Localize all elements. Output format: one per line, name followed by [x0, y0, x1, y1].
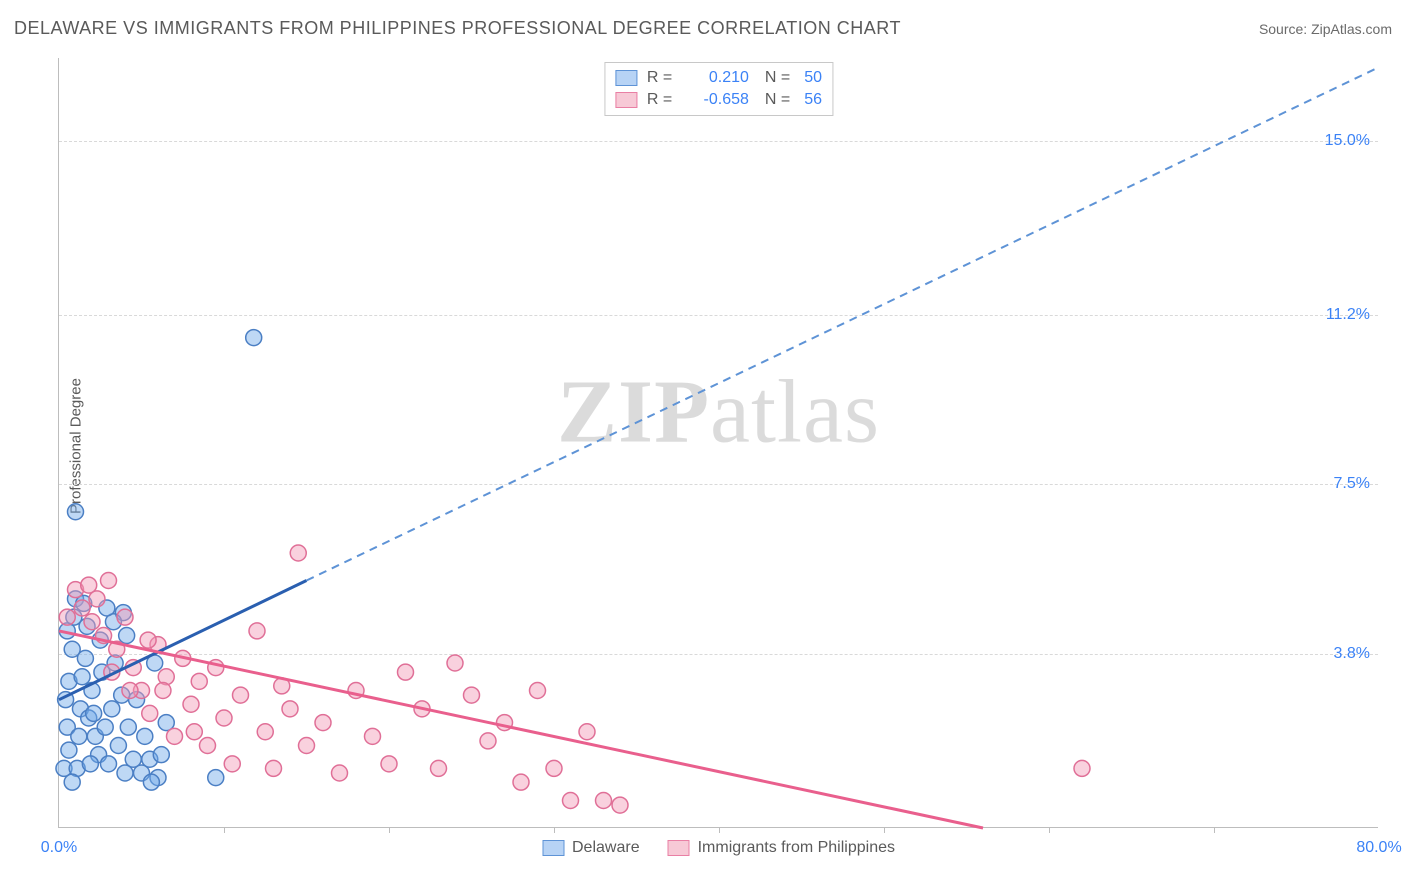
data-point — [101, 756, 117, 772]
data-point — [119, 628, 135, 644]
data-point — [153, 747, 169, 763]
data-point — [110, 738, 126, 754]
data-point — [315, 715, 331, 731]
data-point — [183, 696, 199, 712]
data-point — [332, 765, 348, 781]
data-point — [186, 724, 202, 740]
data-point — [431, 760, 447, 776]
data-point — [579, 724, 595, 740]
legend-n-label: N = — [765, 69, 790, 87]
data-point — [77, 650, 93, 666]
legend-n-value: 50 — [804, 69, 822, 87]
data-point — [530, 683, 546, 699]
data-point — [74, 669, 90, 685]
data-point — [64, 774, 80, 790]
x-tick-mark — [884, 827, 885, 833]
data-point — [513, 774, 529, 790]
data-point — [84, 614, 100, 630]
legend-r-value: 0.210 — [689, 69, 749, 87]
data-point — [120, 719, 136, 735]
data-point — [1074, 760, 1090, 776]
data-point — [142, 705, 158, 721]
x-tick-label: 0.0% — [41, 839, 77, 857]
legend-item: Delaware — [542, 839, 640, 857]
x-tick-mark — [1214, 827, 1215, 833]
chart-svg — [59, 58, 1378, 827]
x-tick-mark — [719, 827, 720, 833]
data-point — [155, 683, 171, 699]
legend-swatch — [542, 840, 564, 856]
data-point — [59, 609, 75, 625]
legend-r-label: R = — [647, 91, 679, 109]
data-point — [216, 710, 232, 726]
legend-swatch — [615, 92, 637, 108]
data-point — [480, 733, 496, 749]
chart-title: DELAWARE VS IMMIGRANTS FROM PHILIPPINES … — [14, 18, 901, 39]
legend-swatch — [615, 70, 637, 86]
legend-r-value: -0.658 — [689, 91, 749, 109]
data-point — [82, 756, 98, 772]
data-point — [191, 673, 207, 689]
data-point — [68, 504, 84, 520]
legend-label: Delaware — [572, 839, 640, 857]
data-point — [140, 632, 156, 648]
data-point — [122, 683, 138, 699]
data-point — [104, 701, 120, 717]
data-point — [86, 705, 102, 721]
correlation-legend: R = 0.210 N = 50 R = -0.658 N = 56 — [604, 62, 833, 116]
data-point — [89, 591, 105, 607]
data-point — [381, 756, 397, 772]
data-point — [117, 609, 133, 625]
data-point — [447, 655, 463, 671]
legend-label: Immigrants from Philippines — [698, 839, 895, 857]
data-point — [224, 756, 240, 772]
x-tick-mark — [389, 827, 390, 833]
data-point — [299, 738, 315, 754]
data-point — [143, 774, 159, 790]
legend-n-value: 56 — [804, 91, 822, 109]
data-point — [74, 600, 90, 616]
legend-item: Immigrants from Philippines — [668, 839, 895, 857]
data-point — [200, 738, 216, 754]
data-point — [266, 760, 282, 776]
data-point — [398, 664, 414, 680]
legend-row: R = -0.658 N = 56 — [615, 89, 822, 111]
data-point — [257, 724, 273, 740]
trend-line-blue-dashed — [307, 67, 1380, 580]
data-point — [208, 770, 224, 786]
data-point — [282, 701, 298, 717]
data-point — [71, 728, 87, 744]
data-point — [249, 623, 265, 639]
data-point — [167, 728, 183, 744]
data-point — [596, 793, 612, 809]
data-point — [233, 687, 249, 703]
data-point — [290, 545, 306, 561]
data-point — [97, 719, 113, 735]
legend-swatch — [668, 840, 690, 856]
legend-r-label: R = — [647, 69, 679, 87]
x-tick-mark — [224, 827, 225, 833]
source-link[interactable]: ZipAtlas.com — [1311, 21, 1392, 37]
x-tick-label: 80.0% — [1356, 839, 1401, 857]
plot-area: ZIPatlas 3.8%7.5%11.2%15.0% R =0.210N =5… — [58, 58, 1378, 828]
x-tick-mark — [554, 827, 555, 833]
source-attribution: Source: ZipAtlas.com — [1259, 21, 1392, 37]
data-point — [464, 687, 480, 703]
series-legend: Delaware Immigrants from Philippines — [542, 839, 895, 857]
data-point — [546, 760, 562, 776]
data-point — [61, 742, 77, 758]
data-point — [612, 797, 628, 813]
data-point — [101, 573, 117, 589]
data-point — [365, 728, 381, 744]
legend-row: R = 0.210 N = 50 — [615, 67, 822, 89]
legend-n-label: N = — [765, 91, 790, 109]
x-tick-mark — [1049, 827, 1050, 833]
data-point — [246, 330, 262, 346]
data-point — [563, 793, 579, 809]
data-point — [137, 728, 153, 744]
